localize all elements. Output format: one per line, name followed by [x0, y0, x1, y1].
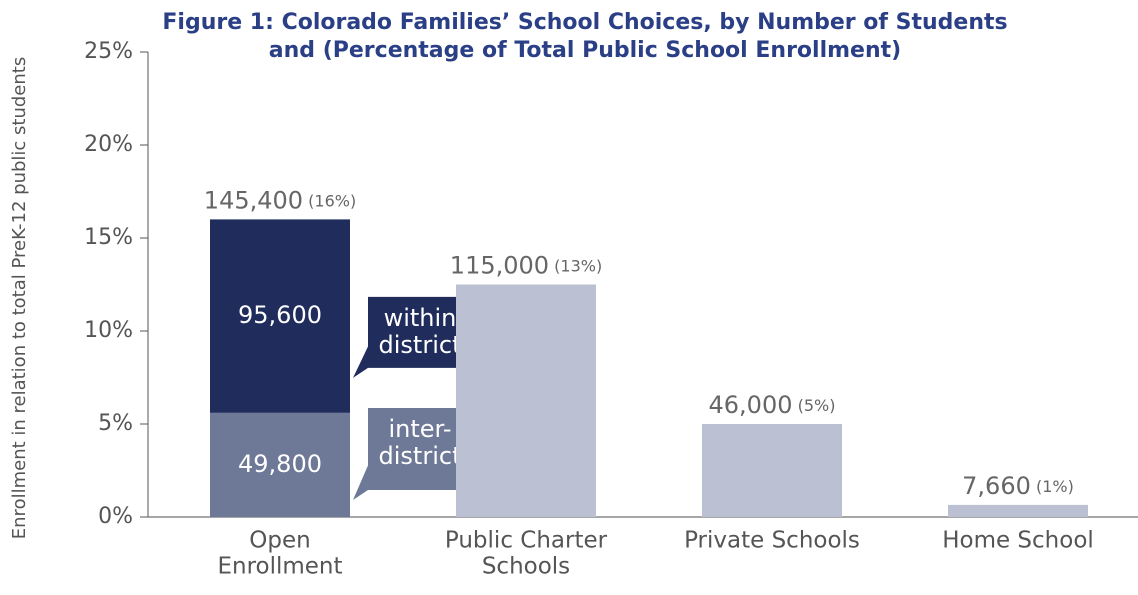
- y-tick-label: 25%: [84, 39, 133, 64]
- legend-callout: [353, 296, 472, 378]
- bar: [702, 424, 842, 517]
- bar-label-share: (5%): [798, 396, 836, 415]
- segment-label: 95,600: [238, 301, 322, 329]
- bar-label-count: 115,000: [450, 252, 549, 280]
- bar: [456, 284, 596, 517]
- y-tick-label: 15%: [84, 225, 133, 250]
- x-tick-label: Open: [249, 528, 310, 554]
- x-tick-label: Enrollment: [217, 554, 342, 580]
- y-tick-label: 5%: [98, 411, 133, 436]
- bar-label-share: (13%): [554, 256, 602, 275]
- chart-title: and (Percentage of Total Public School E…: [269, 38, 901, 63]
- legend-label: inter-: [388, 415, 451, 443]
- y-tick-label: 10%: [84, 318, 133, 343]
- y-tick-label: 20%: [84, 132, 133, 157]
- bar-label-count: 46,000: [709, 391, 793, 419]
- x-tick-label: Schools: [482, 554, 570, 580]
- y-tick-label: 0%: [98, 504, 133, 529]
- bar: [948, 504, 1088, 517]
- y-axis-label: Enrollment in relation to total PreK-12 …: [9, 57, 30, 539]
- bar: [210, 412, 350, 517]
- bar-label: 145,400 (16%): [204, 186, 356, 214]
- bar-label-count: 145,400: [204, 186, 303, 214]
- bar-label: 46,000 (5%): [709, 391, 836, 419]
- bar-label: 7,660 (1%): [962, 472, 1074, 500]
- x-tick-label: Home School: [942, 528, 1094, 554]
- x-tick-label: Public Charter: [445, 528, 608, 554]
- legend-label: district: [379, 442, 462, 470]
- legend-callout: [353, 408, 472, 500]
- legend-label: within: [384, 304, 457, 332]
- bar-label: 115,000 (13%): [450, 252, 602, 280]
- chart-title: Figure 1: Colorado Families’ School Choi…: [162, 10, 1007, 35]
- bar-label-share: (16%): [308, 191, 356, 210]
- bar-label-share: (1%): [1036, 476, 1074, 495]
- x-tick-label: Private Schools: [684, 528, 860, 554]
- segment-label: 49,800: [238, 450, 322, 478]
- bar-label-count: 7,660: [962, 472, 1031, 500]
- legend-label: district: [379, 331, 462, 359]
- bar: [210, 219, 350, 413]
